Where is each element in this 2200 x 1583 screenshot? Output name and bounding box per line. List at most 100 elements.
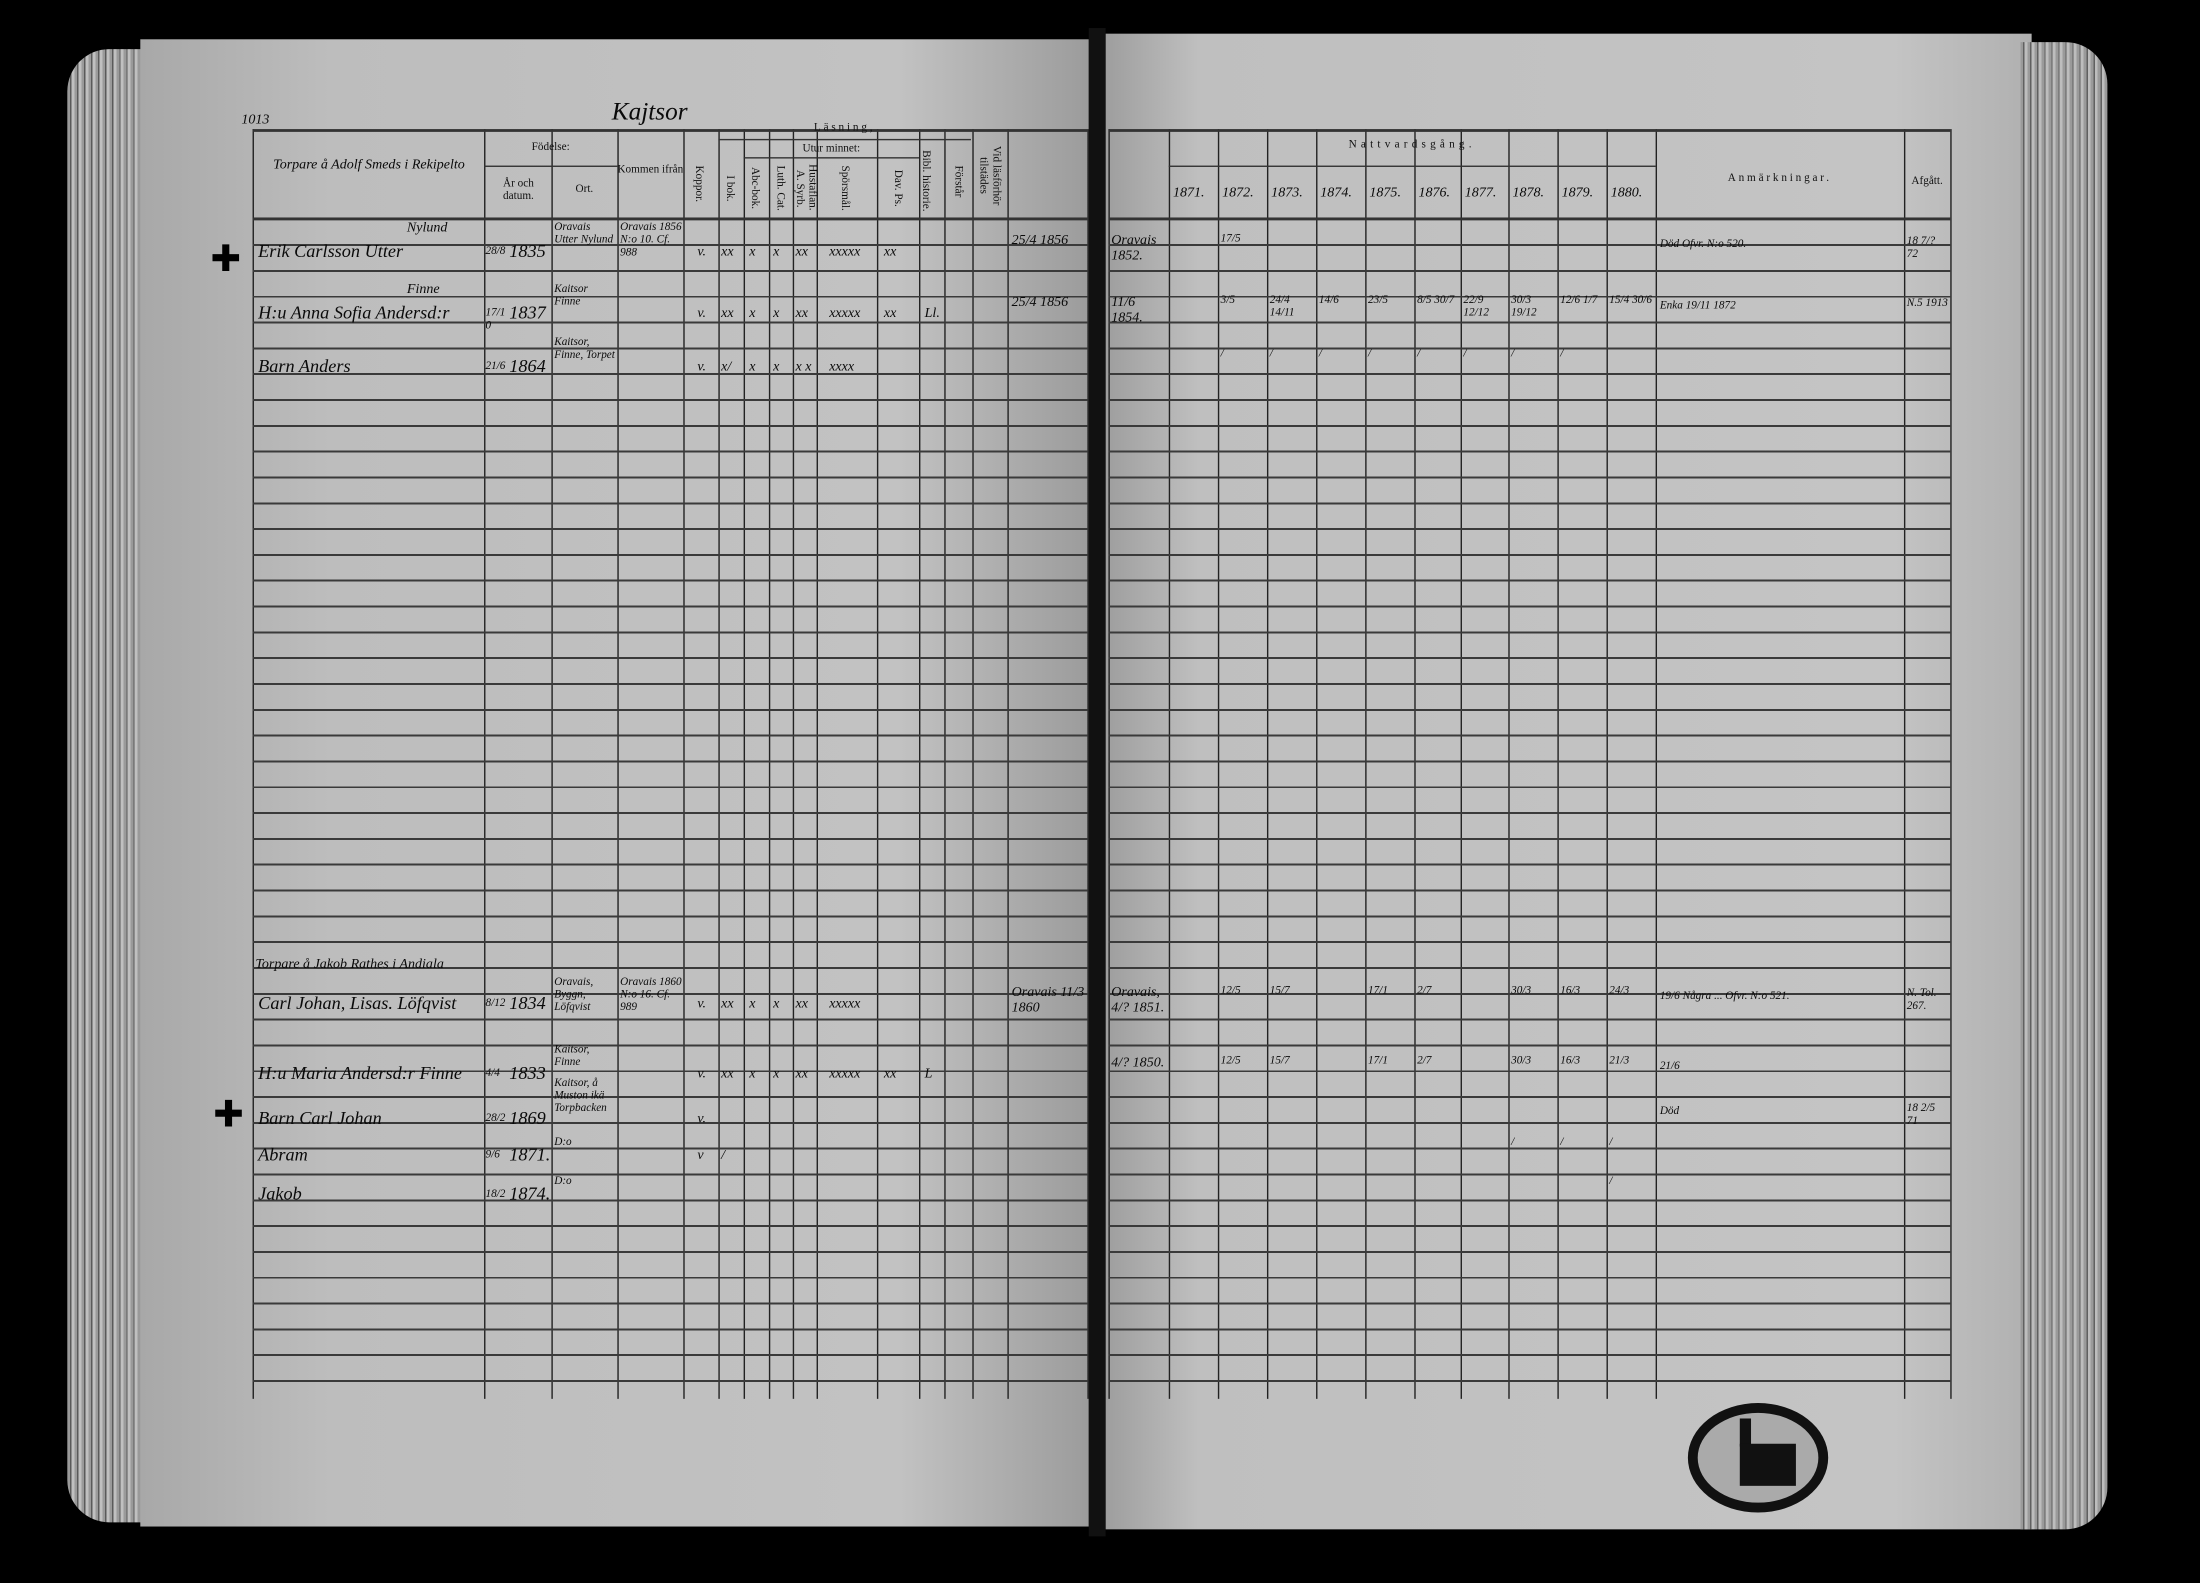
household2-title: Torpare å Jakob Rathes i Andiala xyxy=(255,956,444,973)
page-stack-right xyxy=(2020,42,2108,1530)
header-abc: Abc-bok. xyxy=(749,166,762,210)
departed-date: 18 7/? 72 xyxy=(1906,234,1936,260)
communion-date: 17/1 xyxy=(1367,1053,1388,1067)
reading-abc: x xyxy=(749,996,756,1012)
reading-dav-ps: xx xyxy=(883,244,897,260)
year-header: 1872. xyxy=(1222,185,1254,201)
year-header: 1874. xyxy=(1320,185,1352,201)
reading-hustaflan: xx xyxy=(795,305,809,322)
communion-date: 2/7 xyxy=(1417,983,1432,997)
book-gutter xyxy=(1088,28,1106,1537)
year-header: 1878. xyxy=(1512,185,1545,201)
reading-luth-cat: x xyxy=(773,996,780,1012)
birth-year: 1864 xyxy=(509,354,546,377)
ruled-rows xyxy=(1108,220,1951,1399)
communion-date: 2/7 xyxy=(1417,1053,1432,1067)
church-icon xyxy=(1739,1443,1796,1486)
header-remarks: Anmärkningar. xyxy=(1727,171,1832,184)
member-name: Carl Johan, Lisas. Löfqvist xyxy=(258,991,457,1014)
previous-entry: 11/6 1854. xyxy=(1111,294,1143,326)
marriage-date: 25/4 1856 xyxy=(1011,232,1069,249)
communion-date: 30/3 19/12 xyxy=(1511,293,1537,319)
member-note: Nylund xyxy=(406,220,448,236)
remark: 19/6 Några ... Ofvr. N:o 521. xyxy=(1659,989,1790,1002)
header-name: Torpare å Adolf Smeds i Rekipelto xyxy=(273,157,465,173)
birth-year: 1833 xyxy=(509,1062,546,1084)
communion-date: 12/5 xyxy=(1220,983,1241,997)
reading-questions: xxxxx xyxy=(829,244,861,260)
reading-hustaflan: x x xyxy=(795,359,812,375)
reading-luth-cat: x xyxy=(773,244,780,260)
communion-date: 12/5 xyxy=(1220,1053,1241,1067)
communion-date: 14/6 xyxy=(1318,293,1339,306)
reading-in-book: x/ xyxy=(721,359,732,375)
communion-date: 3/5 xyxy=(1220,293,1236,306)
member-name: H:u Anna Sofia Andersd:r xyxy=(258,301,450,323)
reading-hustaflan: xx xyxy=(795,1066,809,1082)
communion-date: / xyxy=(1560,346,1564,360)
header-rule xyxy=(252,217,1088,221)
year-header: 1871. xyxy=(1172,185,1205,201)
header-came-from: Kommen ifrån xyxy=(617,162,684,176)
smallpox-mark: v. xyxy=(697,1111,707,1127)
header-understands: Förstår xyxy=(952,165,966,197)
member-name: Jakob xyxy=(258,1182,302,1204)
remark: Död xyxy=(1659,1104,1680,1117)
birth-date: 9/6 xyxy=(485,1147,500,1161)
header-hearing: Vid läsförhör tilstädes xyxy=(977,145,1004,206)
communion-date: 12/6 1/7 xyxy=(1560,293,1598,306)
ruled-rows xyxy=(252,220,1088,1399)
communion-date: 16/3 xyxy=(1560,983,1581,997)
year-header: 1879. xyxy=(1561,185,1594,201)
reading-in-book: xx xyxy=(721,996,734,1012)
header-rule xyxy=(1108,217,1951,221)
reading-abc: x xyxy=(749,1066,756,1082)
birth-place: Kaitsor Finne xyxy=(554,282,588,307)
header-by-heart: Utur minnet: xyxy=(802,141,861,155)
birth-place: D:o xyxy=(554,1174,572,1187)
header-questions: Spörsmål. xyxy=(839,165,852,211)
birth-date: 21/6 xyxy=(485,359,506,372)
smallpox-mark: v. xyxy=(697,1066,707,1082)
smallpox-mark: v. xyxy=(697,359,707,375)
communion-date: / xyxy=(1511,1135,1515,1148)
communion-date: / xyxy=(1318,346,1323,360)
came-from: Oravais 1856 N:o 10. Cf. 988 xyxy=(620,220,682,258)
communion-date: / xyxy=(1511,346,1515,360)
village-name: Kajtsor xyxy=(611,96,688,125)
remark: 21/6 xyxy=(1659,1059,1680,1072)
birth-date: 4/4 xyxy=(485,1066,500,1079)
previous-entry: 4/? 1850. xyxy=(1111,1055,1165,1071)
smallpox-mark: v xyxy=(697,1147,704,1164)
birth-place: Oravais Utter Nylund xyxy=(554,220,614,246)
member-name: Barn Anders xyxy=(258,354,351,377)
reading-bibl: Ll. xyxy=(924,305,940,322)
birth-date: 28/2 xyxy=(485,1111,506,1124)
birth-place: Kaitsor, Finne xyxy=(554,1042,590,1068)
reading-in-book: xx xyxy=(721,1066,734,1082)
communion-date: / xyxy=(1463,346,1467,360)
year-header: 1876. xyxy=(1418,185,1451,201)
archive-seal xyxy=(1687,1403,1829,1513)
communion-date: / xyxy=(1609,1174,1613,1187)
reading-abc: x xyxy=(749,305,756,322)
communion-date: 23/5 xyxy=(1367,293,1388,306)
communion-date: 15/7 xyxy=(1269,1053,1290,1067)
year-header: 1880. xyxy=(1610,185,1643,201)
header-in-book: I bok. xyxy=(723,174,737,202)
departed-date: N. Tol. 267. xyxy=(1906,986,1937,1012)
header-rule xyxy=(743,157,920,159)
column-rule xyxy=(1087,129,1089,1399)
birth-date: 17/10 xyxy=(485,305,506,331)
communion-date: 22/9 12/12 xyxy=(1463,293,1489,319)
reading-dav-ps: xx xyxy=(883,1066,897,1082)
birth-year: 1834 xyxy=(509,991,546,1014)
communion-date: 15/4 30/6 xyxy=(1609,293,1653,306)
header-reading: Läsning, xyxy=(813,120,876,134)
header-place: Ort. xyxy=(575,182,594,196)
header-luth-cat: Luth. Cat. xyxy=(774,165,788,211)
marriage-date: Oravais 11/3 1860 xyxy=(1011,984,1085,1016)
year-header: 1877. xyxy=(1464,185,1497,201)
header-hustaflan: Hustaflan. A. Syrb. xyxy=(794,164,820,212)
